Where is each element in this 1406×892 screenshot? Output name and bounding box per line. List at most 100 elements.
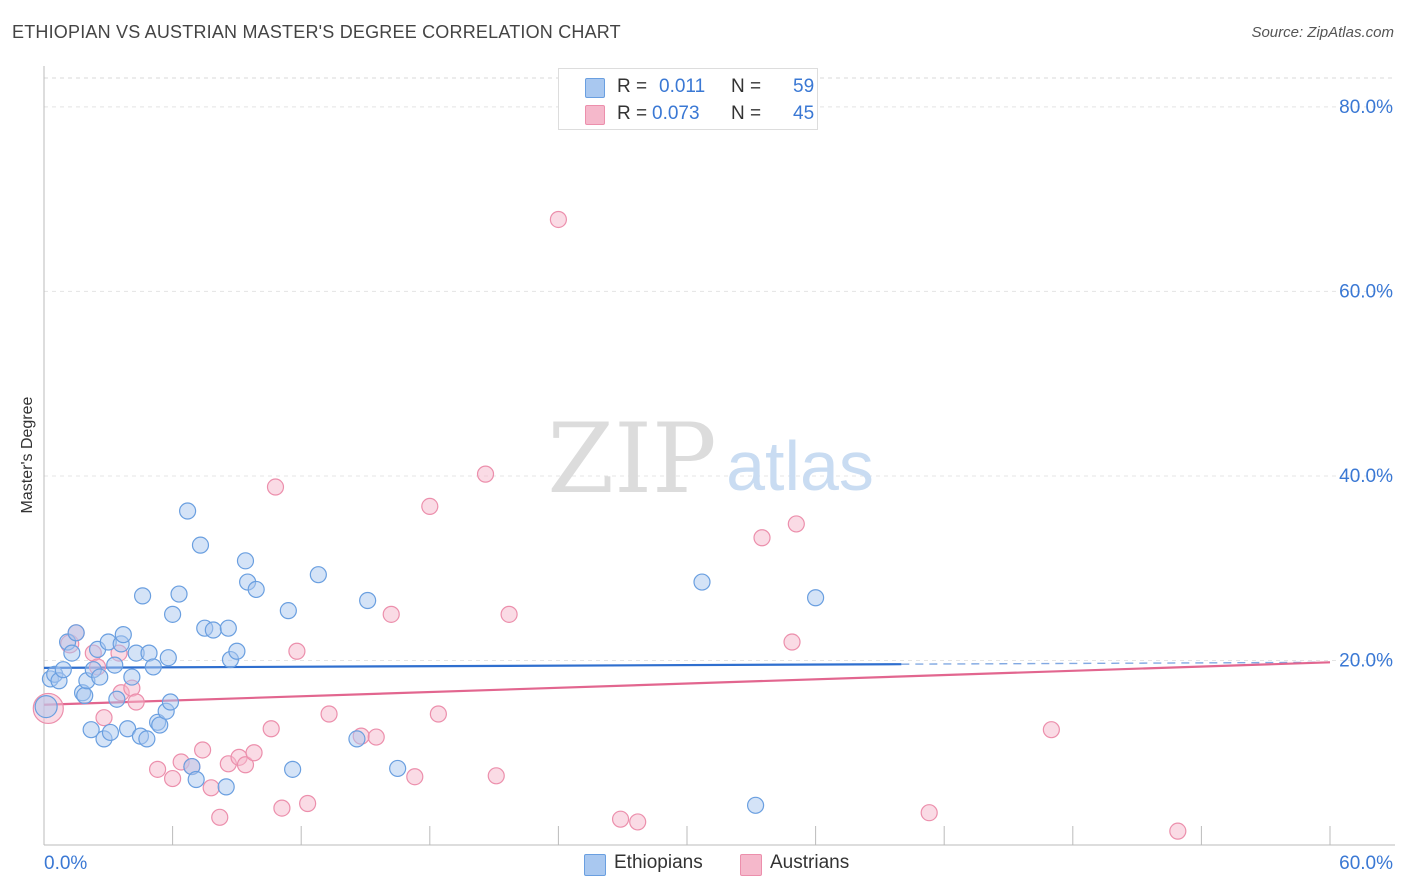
ethiopians-r-value: 0.011 — [659, 76, 706, 97]
austrians-point — [421, 497, 439, 515]
ethiopians-n-value: 59 — [793, 76, 815, 97]
austrians-point — [500, 605, 518, 623]
austrians-point — [194, 741, 212, 759]
austrians-point — [320, 705, 338, 723]
ethiopians-point — [67, 624, 85, 642]
austrians-point — [476, 465, 495, 483]
ethiopians-point — [76, 686, 94, 705]
y-tick-label: 80.0% — [1339, 97, 1393, 118]
austrians-point — [367, 728, 385, 746]
y-tick-label: 60.0% — [1339, 281, 1393, 302]
ethiopians-point — [133, 587, 152, 605]
ethiopians-point — [161, 693, 180, 711]
austrians-point — [549, 210, 568, 229]
austrians-point — [236, 756, 255, 774]
austrians-point — [487, 767, 505, 785]
austrians-point — [127, 693, 145, 711]
watermark-atlas: atlas — [726, 427, 874, 505]
austrians-swatch — [740, 854, 762, 876]
austrians-points — [32, 210, 1187, 840]
austrians-point — [629, 813, 647, 831]
austrians-point — [164, 769, 182, 788]
austrians-point — [783, 633, 801, 651]
ethiopians-point — [151, 716, 169, 734]
ethiopians-point — [348, 730, 366, 748]
ethiopians-points — [34, 502, 825, 814]
ethiopians-point — [228, 642, 246, 660]
ethiopians-point — [693, 573, 711, 591]
ethiopians-point — [159, 649, 177, 667]
chart-title: ETHIOPIAN VS AUSTRIAN MASTER'S DEGREE CO… — [12, 22, 621, 42]
ethiopians-point — [247, 580, 265, 599]
ethiopians-point — [108, 690, 126, 708]
austrians-point — [288, 642, 306, 660]
ethiopians-legend-label: Ethiopians — [614, 852, 703, 873]
ethiopians-point — [219, 619, 237, 637]
ethiopians-point — [123, 668, 141, 686]
ethiopians-point — [204, 621, 222, 639]
austrians-n-value: 45 — [793, 103, 815, 124]
ethiopians-point — [138, 730, 156, 748]
austrians-point — [299, 794, 317, 813]
ethiopians-point — [236, 552, 255, 570]
austrians-point — [429, 705, 447, 723]
austrians-swatch — [585, 105, 605, 125]
source-label: Source: ZipAtlas.com — [1251, 24, 1394, 41]
austrians-point — [1169, 822, 1187, 840]
ethiopians-swatch — [584, 854, 606, 876]
trend-lines — [43, 661, 1331, 706]
austrians-point — [148, 760, 167, 778]
ethiopians-point — [309, 566, 327, 584]
austrians-point — [245, 744, 263, 762]
austrians-point — [95, 709, 113, 727]
n-label: N = — [731, 76, 762, 97]
austrians-point — [1042, 721, 1060, 739]
austrians-trend-line — [43, 661, 1331, 706]
ethiopians-trend-extension — [901, 661, 1331, 665]
r-label: R = — [617, 76, 648, 97]
y-tick-labels: 20.0% 40.0% 60.0% 80.0% 0.0% 60.0% — [44, 97, 1393, 874]
gridlines — [44, 77, 1395, 661]
ethiopians-trend-line — [43, 663, 902, 669]
austrians-point — [382, 605, 400, 623]
ethiopians-point — [82, 721, 100, 739]
austrians-point — [753, 529, 771, 547]
ethiopians-point — [179, 502, 197, 520]
austrians-point — [920, 804, 938, 822]
n-label: N = — [731, 103, 762, 124]
ethiopians-point — [359, 591, 377, 610]
y-tick-label: 40.0% — [1339, 466, 1393, 487]
x-tick-label-max: 60.0% — [1339, 853, 1393, 874]
ethiopians-point — [144, 658, 162, 676]
austrians-r-value: 0.073 — [652, 103, 700, 124]
ethiopians-point — [34, 695, 58, 719]
axes — [43, 66, 1395, 846]
y-tick-label: 20.0% — [1339, 650, 1393, 671]
austrians-point — [787, 515, 805, 533]
austrians-point — [611, 810, 630, 828]
r-label: R = — [617, 103, 648, 124]
austrians-point — [273, 799, 291, 817]
austrians-point — [266, 478, 285, 496]
ethiopians-point — [170, 585, 188, 603]
ethiopians-point — [164, 605, 182, 623]
ethiopians-point — [63, 644, 81, 662]
ethiopians-point — [191, 536, 210, 554]
x-tick-label-min: 0.0% — [44, 853, 87, 874]
ethiopians-point — [284, 760, 302, 778]
stats-legend: R = 0.011 N = 59 R = 0.073 N = 45 — [558, 68, 818, 130]
ethiopians-swatch — [585, 78, 605, 98]
austrians-point — [262, 720, 280, 738]
ethiopians-point — [114, 626, 132, 644]
ethiopians-point — [101, 723, 120, 742]
austrians-point — [211, 808, 229, 826]
ethiopians-point — [279, 602, 297, 620]
ethiopians-point — [118, 720, 137, 738]
ethiopians-point — [806, 589, 825, 607]
austrians-point — [406, 768, 424, 786]
ethiopians-point — [54, 661, 72, 679]
austrians-legend-label: Austrians — [770, 852, 850, 873]
ethiopians-point — [187, 770, 205, 789]
austrians-point — [202, 779, 220, 797]
